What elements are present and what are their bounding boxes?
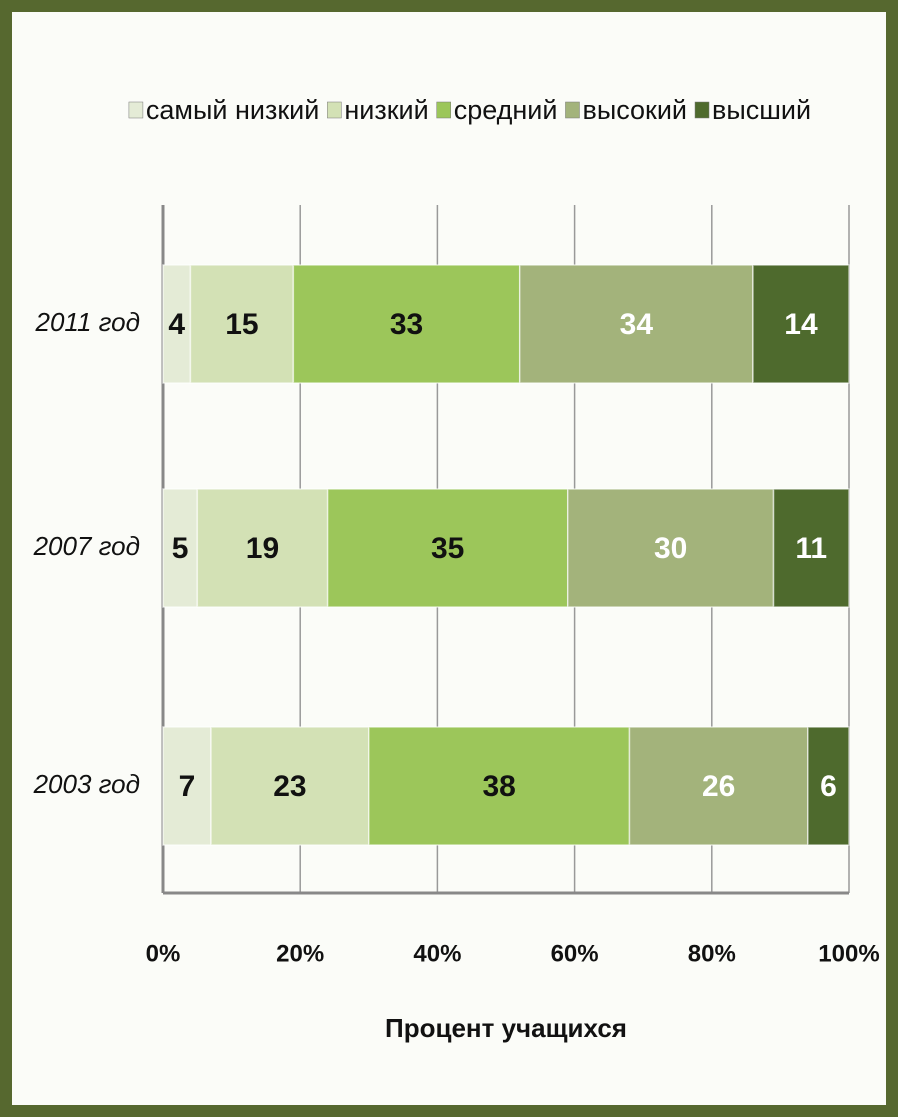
x-tick-label: 100% (818, 940, 879, 967)
bar-segment (162, 264, 192, 384)
data-label: 11 (795, 532, 827, 565)
x-tick-label: 60% (551, 940, 599, 967)
data-label: 5 (172, 532, 189, 565)
data-label: 23 (273, 770, 306, 803)
legend-label: высокий (582, 95, 687, 125)
y-tick-label: 2003 год (33, 769, 140, 799)
data-label: 38 (482, 770, 515, 803)
data-label: 26 (702, 770, 735, 803)
bar-segment (807, 726, 850, 846)
legend-label: средний (454, 95, 558, 125)
bar-segment (368, 726, 631, 846)
x-tick-label: 80% (688, 940, 736, 967)
legend-swatch (565, 101, 580, 119)
legend-swatch (436, 101, 451, 119)
bar-segment (772, 488, 850, 608)
data-label: 33 (390, 308, 423, 341)
legend-label: высший (712, 95, 811, 125)
data-label: 14 (784, 308, 818, 341)
data-label: 30 (654, 532, 687, 565)
bar-segment (752, 264, 850, 384)
legend-label: низкий (344, 95, 428, 125)
y-tick-label: 2011 год (35, 307, 141, 337)
data-label: 34 (620, 308, 654, 341)
legend-swatch (327, 101, 342, 119)
bar-segment (162, 488, 199, 608)
data-label: 7 (179, 770, 196, 803)
data-label: 15 (225, 308, 258, 341)
data-label: 6 (820, 770, 837, 803)
bar-segment (326, 488, 569, 608)
data-label: 19 (246, 532, 279, 565)
y-tick-label: 2007 год (33, 531, 140, 561)
x-tick-label: 20% (276, 940, 324, 967)
legend-swatch (128, 101, 144, 119)
bar-segment (210, 726, 370, 846)
bar-segment (196, 488, 329, 608)
bar-segment (628, 726, 809, 846)
x-axis-label: Процент учащихся (385, 1013, 627, 1043)
legend: самый низкий низкий средний высокий высший (128, 95, 811, 125)
bar-segment (162, 726, 212, 846)
x-tick-label: 40% (413, 940, 461, 967)
legend-swatch (694, 101, 710, 119)
data-label: 4 (168, 308, 185, 341)
legend-label: самый низкий (146, 95, 319, 125)
data-label: 35 (431, 532, 464, 565)
x-tick-label: 0% (146, 940, 181, 967)
